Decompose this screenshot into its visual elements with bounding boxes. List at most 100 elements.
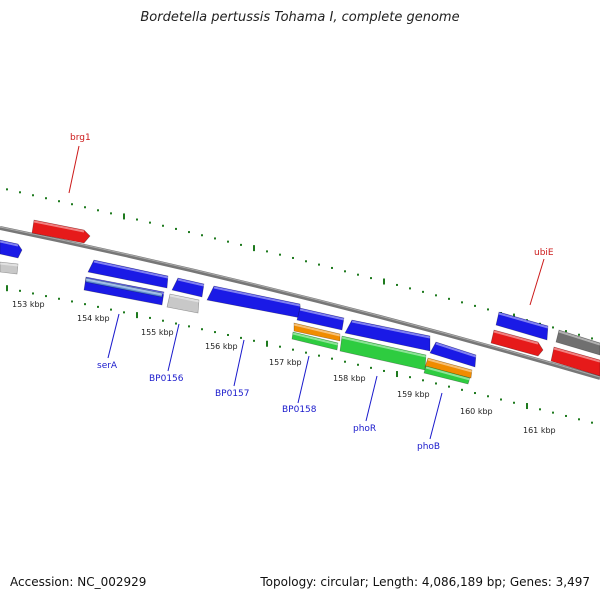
bottom-tick <box>318 354 320 357</box>
bottom-tick <box>461 388 463 391</box>
gene-label-phor[interactable]: phoR <box>353 424 376 434</box>
phob-rna[interactable] <box>423 365 471 385</box>
label-leader-line <box>365 375 378 422</box>
gene-arrow[interactable] <box>296 307 345 331</box>
bottom-tick <box>279 345 281 348</box>
feature-highlight <box>293 323 341 337</box>
top-tick <box>84 206 86 209</box>
bottom-tick <box>201 328 203 331</box>
bottom-tick <box>526 403 528 410</box>
kbp-label: 158 kbp <box>333 374 366 383</box>
bottom-tick <box>396 371 398 378</box>
top-tick <box>292 256 294 259</box>
kbp-label: 156 kbp <box>205 342 238 351</box>
top-tick <box>240 243 242 246</box>
top-tick <box>578 333 580 336</box>
gene-arrow[interactable] <box>0 239 23 259</box>
bottom-tick <box>487 395 489 398</box>
bp0158-block[interactable] <box>293 322 341 342</box>
label-leader-line <box>297 355 310 404</box>
feature-highlight <box>558 330 600 346</box>
bottom-tick <box>448 385 450 388</box>
top-tick <box>175 227 177 230</box>
bottom-tick <box>539 408 541 411</box>
top-tick <box>188 231 190 234</box>
bottom-tick <box>240 336 242 339</box>
gene-arrow[interactable] <box>171 277 205 298</box>
bottom-tick <box>409 376 411 379</box>
gene-label-brg1[interactable]: brg1 <box>70 133 91 143</box>
top-tick <box>71 203 73 206</box>
top-tick <box>227 240 229 243</box>
top-tick <box>487 308 489 311</box>
bottom-tick <box>292 348 294 351</box>
bottom-tick <box>110 308 112 311</box>
bottom-tick <box>162 319 164 322</box>
bottom-tick <box>422 379 424 382</box>
feature-highlight <box>351 320 431 339</box>
kbp-label: 153 kbp <box>12 300 45 309</box>
top-tick <box>149 221 151 224</box>
gene-label-bp0158[interactable]: BP0158 <box>282 405 317 415</box>
tick-track-bottom <box>6 285 593 424</box>
pseudogene-block[interactable] <box>0 261 19 275</box>
gene-label-bp0156[interactable]: BP0156 <box>149 374 184 384</box>
top-tick <box>331 266 333 269</box>
phob-block[interactable] <box>424 357 473 379</box>
bp0158-rna[interactable] <box>291 331 339 351</box>
bottom-tick <box>474 392 476 395</box>
feature-highlight <box>0 262 19 267</box>
bottom-tick <box>71 300 73 303</box>
feature-highlight <box>435 342 477 358</box>
kbp-label: 154 kbp <box>77 314 110 323</box>
feature-highlight <box>213 286 301 307</box>
label-leader-line <box>107 313 120 359</box>
kbp-label: 159 kbp <box>397 390 430 399</box>
top-tick <box>123 213 125 220</box>
bottom-tick <box>552 411 554 414</box>
sera-overlay[interactable] <box>85 277 163 298</box>
feature-track[interactable] <box>0 219 600 385</box>
sera-arrow[interactable] <box>87 259 169 289</box>
bottom-tick <box>435 382 437 385</box>
feature-highlight <box>93 260 169 279</box>
feature-highlight <box>427 358 473 373</box>
gene-block[interactable] <box>550 346 600 377</box>
top-tick <box>318 263 320 266</box>
feature-highlight <box>0 240 19 247</box>
top-tick <box>344 270 346 273</box>
top-tick <box>214 237 216 240</box>
top-tick <box>279 253 281 256</box>
bp0156-block[interactable] <box>166 293 200 314</box>
top-tick <box>110 212 112 215</box>
bottom-tick <box>58 297 60 300</box>
bottom-tick <box>578 418 580 421</box>
bottom-tick <box>383 369 385 372</box>
bottom-tick <box>188 325 190 328</box>
top-tick <box>552 326 554 329</box>
ubie-arrow[interactable] <box>490 329 544 357</box>
gene-label-ubie[interactable]: ubiE <box>534 248 554 258</box>
phob-arrow[interactable] <box>429 341 477 368</box>
gene-label-bp0157[interactable]: BP0157 <box>215 389 250 399</box>
feature-highlight <box>553 347 600 363</box>
bottom-tick <box>344 360 346 363</box>
top-tick <box>136 218 138 221</box>
gene-block[interactable] <box>555 329 600 356</box>
bottom-tick <box>6 285 8 292</box>
brg1-arrow[interactable] <box>31 219 91 244</box>
genome-stats: Topology: circular; Length: 4,086,189 bp… <box>260 575 590 589</box>
bottom-tick <box>357 363 359 366</box>
gene-labels: brg1 ubiE serA BP0156 BP0157 BP0158 phoR phoB <box>70 133 554 452</box>
top-tick <box>201 234 203 237</box>
phor-arrow[interactable] <box>344 319 431 352</box>
gene-arrow[interactable] <box>495 311 549 341</box>
bottom-tick <box>19 289 21 292</box>
bottom-tick <box>305 351 307 354</box>
top-tick <box>383 278 385 285</box>
gene-label-phob[interactable]: phoB <box>417 442 440 452</box>
top-tick <box>461 301 463 304</box>
feature-highlight <box>85 278 163 296</box>
gene-label-sera[interactable]: serA <box>97 361 118 371</box>
